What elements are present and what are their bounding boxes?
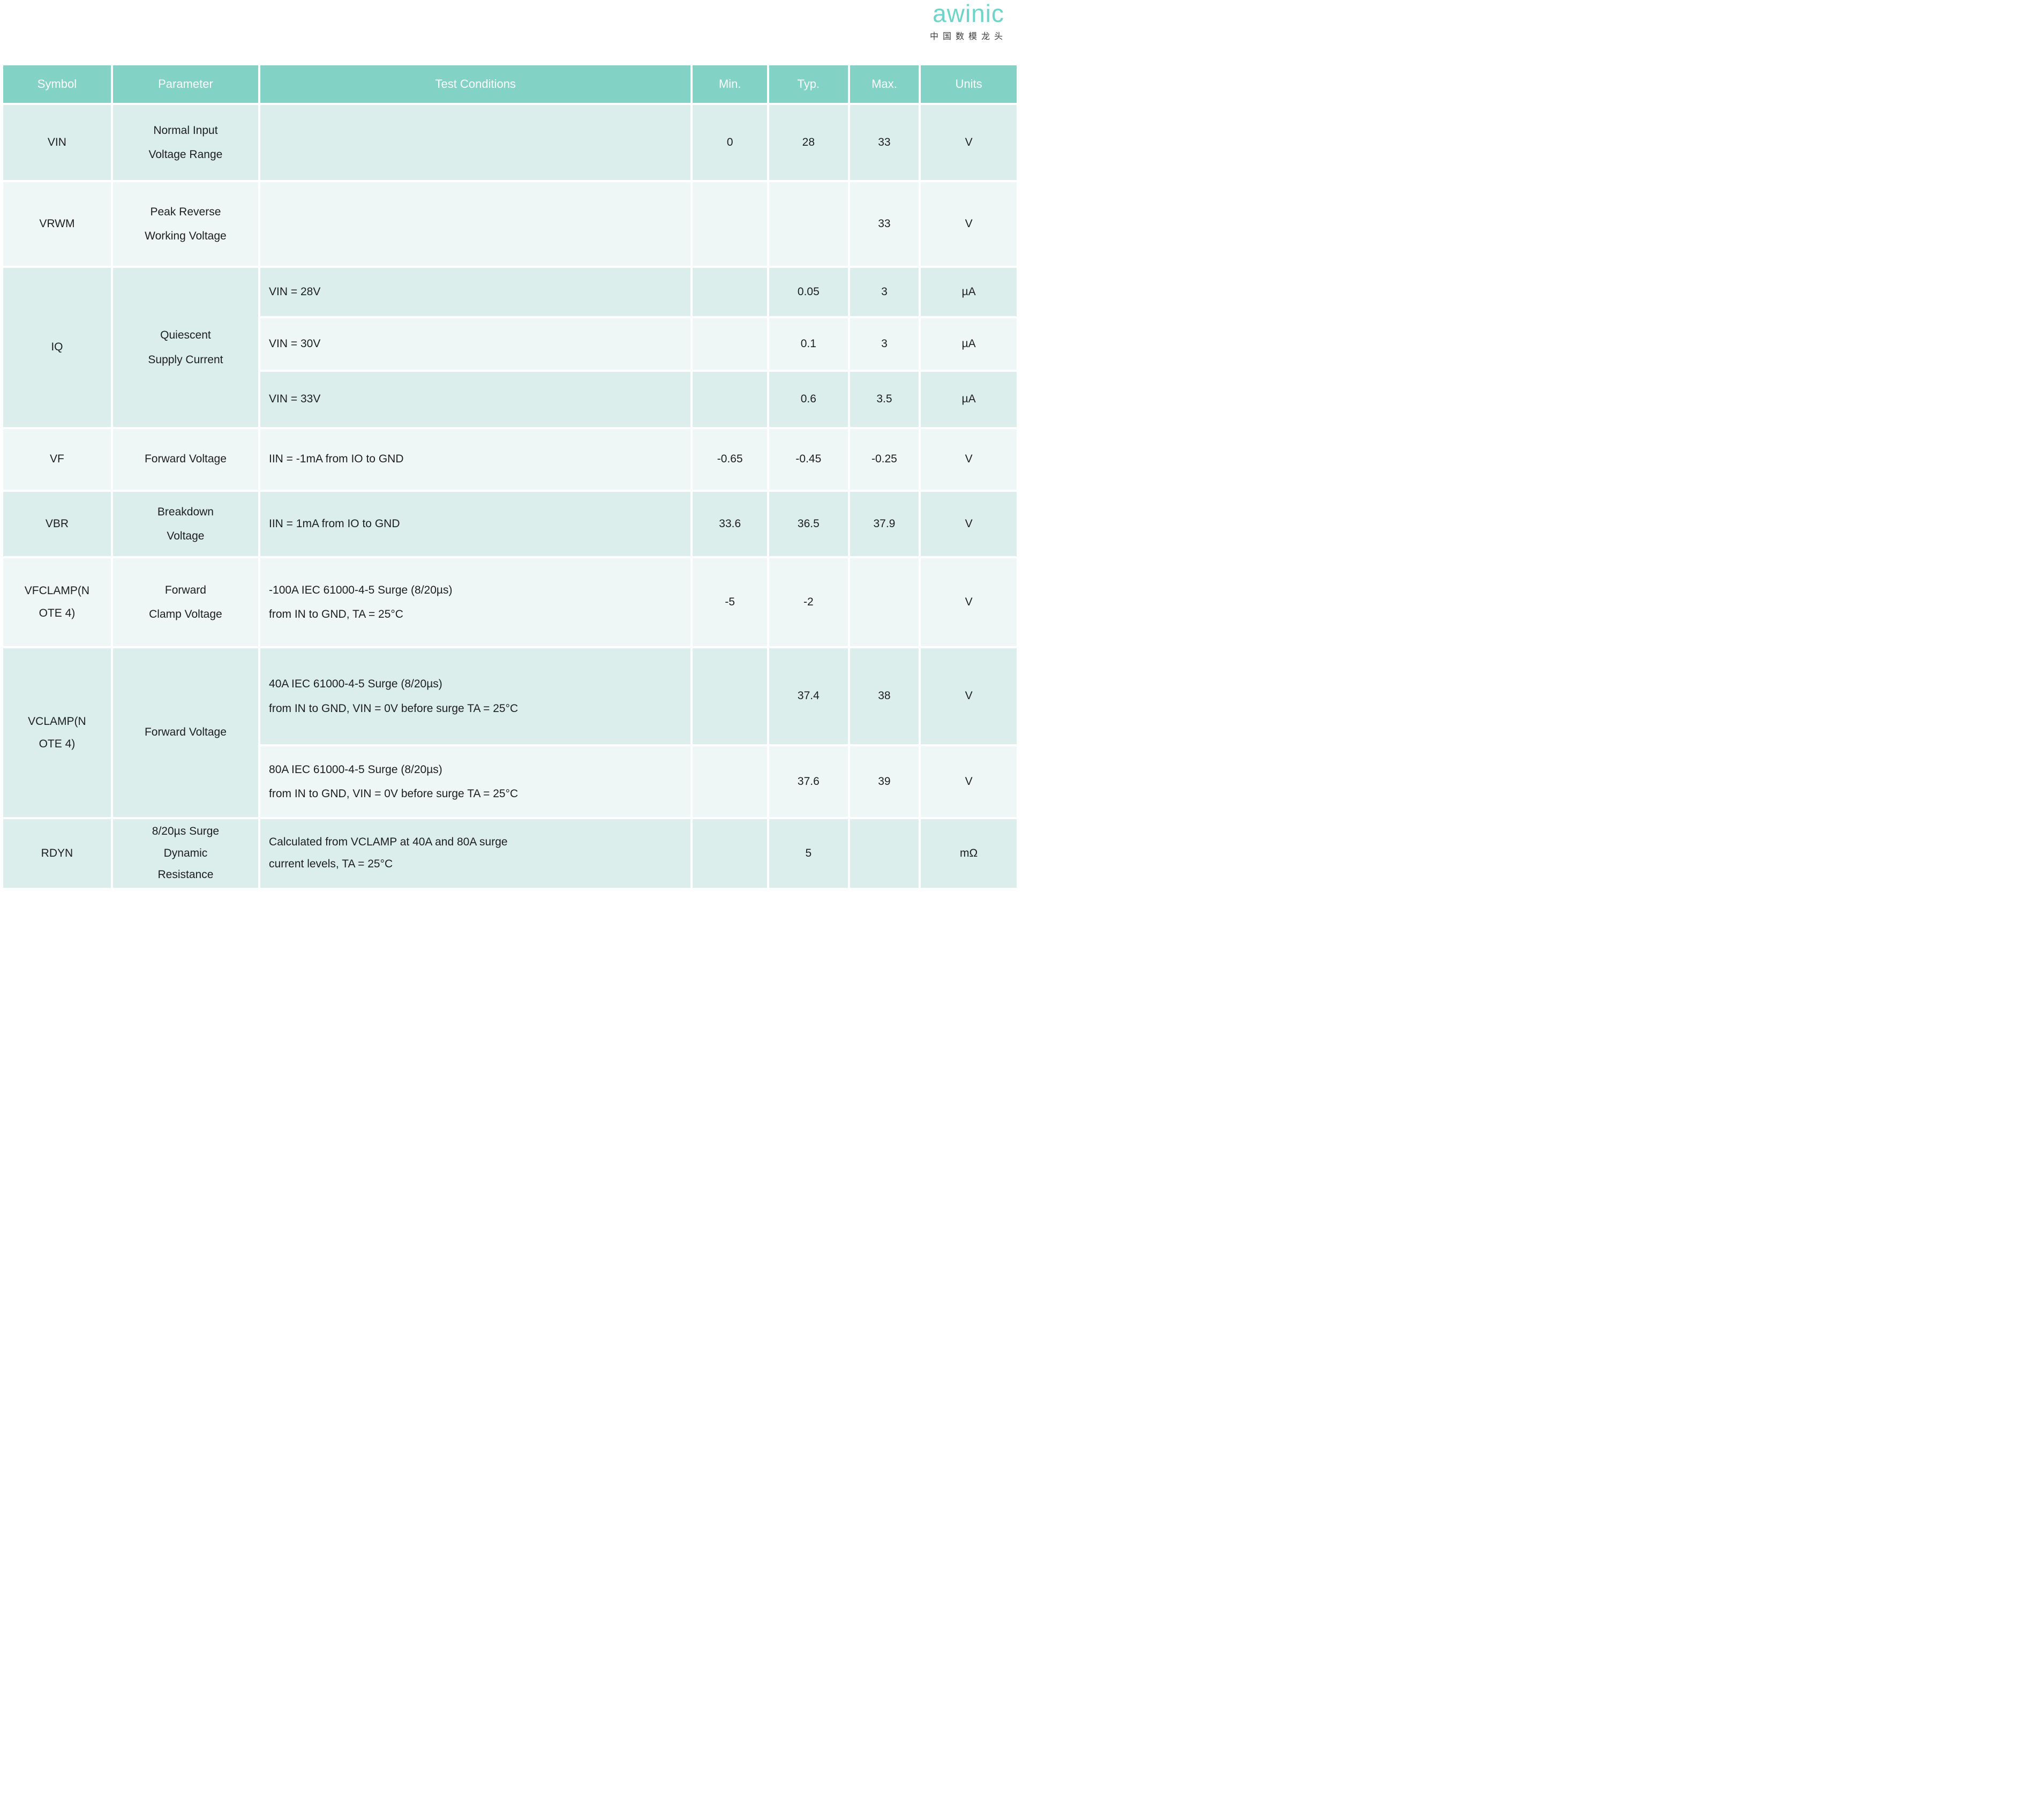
col-header-typ: Typ. xyxy=(769,65,848,103)
conditions-cell: VIN = 28V xyxy=(260,268,691,316)
symbol-cell: VIN xyxy=(3,105,111,180)
max-cell: 39 xyxy=(850,746,919,817)
parameter-cell: Forward Voltage xyxy=(112,429,259,490)
datasheet-page: awinic 中国数模龙头 Symbol Parameter Test Cond… xyxy=(0,0,1022,899)
symbol-cell: IQ xyxy=(3,268,111,427)
units-cell: µA xyxy=(921,372,1017,427)
typ-cell: 0.05 xyxy=(769,268,848,316)
min-cell xyxy=(693,746,768,817)
table-row-iq-vin28: IQ Quiescent Supply Current VIN = 28V 0.… xyxy=(3,268,1017,427)
symbol-cell: VF xyxy=(3,429,111,490)
table-row-vbr: VBR Breakdown Voltage IIN = 1mA from IO … xyxy=(3,492,1017,556)
table-row-iq-vin33: VIN = 33V 0.6 3.5 µA xyxy=(3,372,1017,427)
parameter-cell: Quiescent Supply Current xyxy=(112,268,259,427)
table-row-vf: VF Forward Voltage IIN = -1mA from IO to… xyxy=(3,429,1017,490)
min-cell: 33.6 xyxy=(693,492,768,556)
typ-cell: 28 xyxy=(769,105,848,180)
min-cell: 0 xyxy=(693,105,768,180)
conditions-cell xyxy=(260,182,691,266)
table-row-vclamp-80a: 80A IEC 61000-4-5 Surge (8/20µs) from IN… xyxy=(3,746,1017,817)
units-cell: V xyxy=(921,648,1017,744)
min-cell xyxy=(693,268,768,316)
typ-cell: 0.6 xyxy=(769,372,848,427)
brand-logo: awinic 中国数模龙头 xyxy=(930,1,1007,42)
symbol-cell: VBR xyxy=(3,492,111,556)
max-cell: 38 xyxy=(850,648,919,744)
table-row-vin: VIN Normal Input Voltage Range 0 28 33 V xyxy=(3,105,1017,180)
table-row-iq-vin30: VIN = 30V 0.1 3 µA xyxy=(3,318,1017,370)
max-cell xyxy=(850,819,919,888)
conditions-cell: VIN = 33V xyxy=(260,372,691,427)
typ-cell: -2 xyxy=(769,558,848,646)
table-row-rdyn: RDYN 8/20µs Surge Dynamic Resistance Cal… xyxy=(3,819,1017,888)
max-cell: 3.5 xyxy=(850,372,919,427)
col-header-units: Units xyxy=(921,65,1017,103)
units-cell: V xyxy=(921,182,1017,266)
units-cell: µA xyxy=(921,268,1017,316)
units-cell: µA xyxy=(921,318,1017,370)
parameter-cell: Peak Reverse Working Voltage xyxy=(112,182,259,266)
parameter-cell: Forward Voltage xyxy=(112,648,259,817)
conditions-cell xyxy=(260,105,691,180)
col-header-max: Max. xyxy=(850,65,919,103)
units-cell: V xyxy=(921,746,1017,817)
table-row-vfclamp: VFCLAMP(NOTE 4) Forward Clamp Voltage -1… xyxy=(3,558,1017,646)
typ-cell xyxy=(769,182,848,266)
col-header-symbol: Symbol xyxy=(3,65,111,103)
max-cell xyxy=(850,558,919,646)
units-cell: V xyxy=(921,429,1017,490)
symbol-cell: VCLAMP(NOTE 4) xyxy=(3,648,111,817)
col-header-min: Min. xyxy=(693,65,768,103)
conditions-cell: IIN = -1mA from IO to GND xyxy=(260,429,691,490)
min-cell xyxy=(693,318,768,370)
symbol-cell: VFCLAMP(NOTE 4) xyxy=(3,558,111,646)
parameter-cell: Normal Input Voltage Range xyxy=(112,105,259,180)
typ-cell: 37.6 xyxy=(769,746,848,817)
min-cell: -0.65 xyxy=(693,429,768,490)
units-cell: V xyxy=(921,105,1017,180)
parameter-cell: Breakdown Voltage xyxy=(112,492,259,556)
conditions-cell: 80A IEC 61000-4-5 Surge (8/20µs) from IN… xyxy=(260,746,691,817)
max-cell: 3 xyxy=(850,318,919,370)
col-header-parameter: Parameter xyxy=(112,65,259,103)
max-cell: 33 xyxy=(850,182,919,266)
table-row-vrwm: VRWM Peak Reverse Working Voltage 33 V xyxy=(3,182,1017,266)
conditions-cell: -100A IEC 61000-4-5 Surge (8/20µs) from … xyxy=(260,558,691,646)
units-cell: mΩ xyxy=(921,819,1017,888)
max-cell: 3 xyxy=(850,268,919,316)
typ-cell: 36.5 xyxy=(769,492,848,556)
col-header-conditions: Test Conditions xyxy=(260,65,691,103)
conditions-cell: 40A IEC 61000-4-5 Surge (8/20µs) from IN… xyxy=(260,648,691,744)
min-cell xyxy=(693,372,768,427)
units-cell: V xyxy=(921,492,1017,556)
max-cell: -0.25 xyxy=(850,429,919,490)
conditions-cell: Calculated from VCLAMP at 40A and 80A su… xyxy=(260,819,691,888)
max-cell: 33 xyxy=(850,105,919,180)
conditions-cell: VIN = 30V xyxy=(260,318,691,370)
min-cell: -5 xyxy=(693,558,768,646)
brand-tagline: 中国数模龙头 xyxy=(929,32,1007,41)
typ-cell: 5 xyxy=(769,819,848,888)
electrical-characteristics-table: Symbol Parameter Test Conditions Min. Ty… xyxy=(1,63,1019,890)
awinic-wordmark: awinic xyxy=(933,0,1004,27)
max-cell: 37.9 xyxy=(850,492,919,556)
table-row-vclamp-40a: VCLAMP(NOTE 4) Forward Voltage 40A IEC 6… xyxy=(3,648,1017,817)
symbol-text: VFCLAMP(NOTE 4) xyxy=(24,585,90,619)
typ-cell: 37.4 xyxy=(769,648,848,744)
units-cell: V xyxy=(921,558,1017,646)
parameter-cell: Forward Clamp Voltage xyxy=(112,558,259,646)
symbol-text: VCLAMP(NOTE 4) xyxy=(28,715,86,750)
conditions-cell: IIN = 1mA from IO to GND xyxy=(260,492,691,556)
min-cell xyxy=(693,648,768,744)
typ-cell: -0.45 xyxy=(769,429,848,490)
typ-cell: 0.1 xyxy=(769,318,848,370)
parameter-cell: 8/20µs Surge Dynamic Resistance xyxy=(112,819,259,888)
table-header-row: Symbol Parameter Test Conditions Min. Ty… xyxy=(3,65,1017,103)
min-cell xyxy=(693,819,768,888)
symbol-cell: RDYN xyxy=(3,819,111,888)
symbol-cell: VRWM xyxy=(3,182,111,266)
min-cell xyxy=(693,182,768,266)
electrical-characteristics-table-wrap: Symbol Parameter Test Conditions Min. Ty… xyxy=(0,63,1022,890)
